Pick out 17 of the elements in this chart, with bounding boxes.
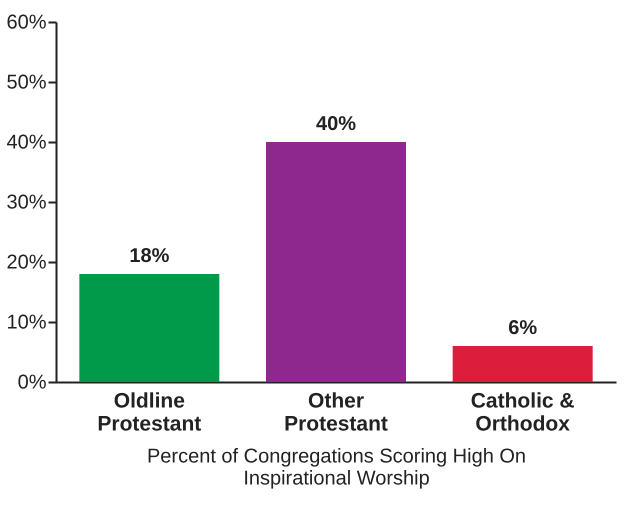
y-tick-label: 30% (6, 192, 47, 214)
y-tick-label: 0% (18, 372, 47, 394)
y-tick-label: 40% (6, 132, 47, 154)
bar (452, 346, 593, 382)
y-tick-label: 10% (6, 312, 47, 334)
bar (79, 274, 220, 382)
x-tick-label: Catholic & Orthodox (470, 390, 575, 436)
y-tick-label: 60% (6, 12, 47, 34)
data-label: 40% (316, 113, 356, 135)
x-tick-label: Other Protestant (284, 390, 388, 436)
x-tick-label: Oldline Protestant (97, 390, 202, 436)
data-label: 6% (508, 317, 538, 339)
y-tick-label: 20% (6, 252, 47, 274)
bar (266, 142, 406, 382)
x-axis-title: Percent of Congregations Scoring High On Inspirational Worship (146, 446, 526, 490)
y-tick-label: 50% (6, 72, 47, 94)
data-label: 18% (129, 245, 170, 267)
